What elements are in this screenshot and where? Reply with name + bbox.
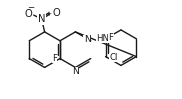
Text: +: + [45,11,51,17]
Text: −: − [27,2,34,11]
Text: Cl: Cl [110,53,118,62]
Text: F: F [108,33,114,42]
Text: N: N [84,35,91,44]
Text: O: O [53,8,60,18]
Text: N: N [72,67,79,76]
Text: N: N [38,14,45,24]
Text: HN: HN [96,34,109,43]
Text: O: O [24,9,32,19]
Text: F: F [52,54,57,63]
